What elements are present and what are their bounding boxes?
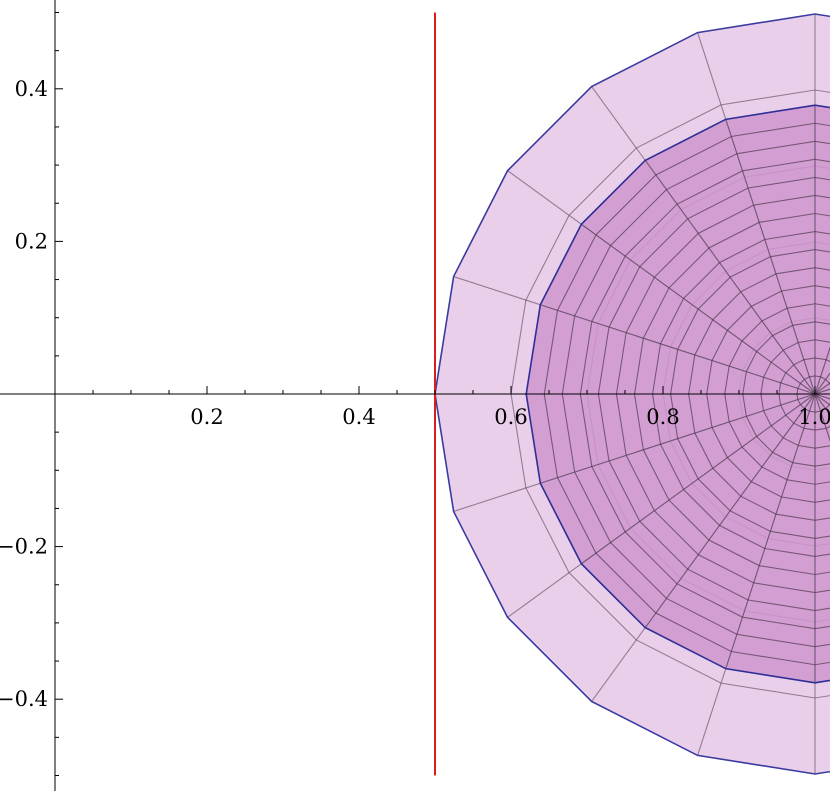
x-tick-label: 0.2 [190, 405, 223, 429]
disk-spoke [540, 304, 816, 395]
disk-spoke [581, 393, 816, 565]
y-tick-label: 0.4 [15, 77, 48, 101]
disk-spoke [581, 223, 816, 395]
x-tick-label: 1.0 [798, 405, 830, 429]
y-tick-label: −0.4 [0, 687, 48, 711]
disk-spoke [644, 160, 816, 395]
x-tick-label: 0.8 [646, 405, 679, 429]
disk-spoke [644, 393, 816, 628]
y-tick-label: −0.2 [0, 535, 48, 559]
disk-spoke [725, 119, 816, 395]
disk-spoke [725, 393, 816, 669]
y-tick-label: 0.2 [15, 229, 48, 253]
x-tick-label: 0.6 [494, 405, 527, 429]
x-tick-label: 0.4 [342, 405, 375, 429]
disk-spoke [540, 393, 816, 484]
